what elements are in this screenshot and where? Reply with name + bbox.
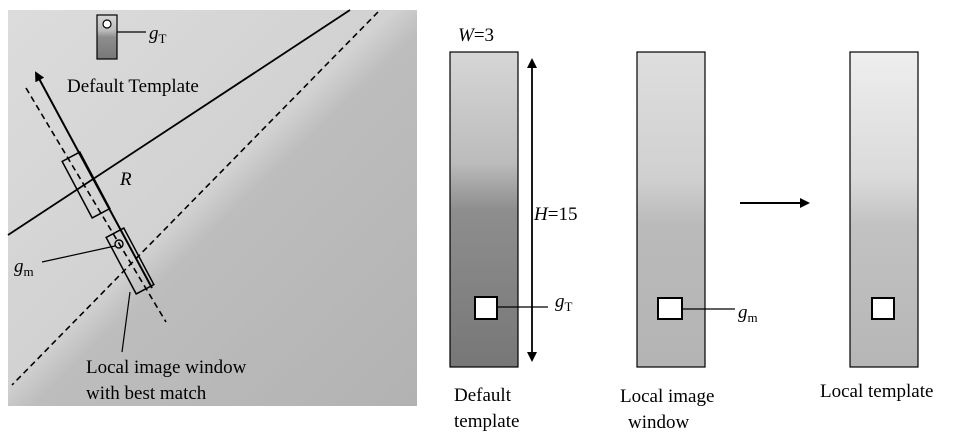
subscript: m [24, 264, 34, 279]
symbol: g [555, 291, 565, 312]
image [8, 10, 417, 406]
value: =3 [474, 25, 494, 46]
strip-caption: Local template [820, 381, 933, 402]
range-label: R [119, 169, 132, 190]
point-label: gT [555, 291, 573, 314]
subscript: T [159, 31, 167, 46]
template-point [103, 20, 111, 28]
strip-caption: Default [454, 385, 512, 406]
subscript: T [565, 299, 573, 314]
window-caption: Local image window [86, 357, 247, 378]
template-caption: Default Template [67, 76, 199, 97]
symbol: g [149, 23, 159, 44]
point-box [475, 297, 497, 319]
strip-caption: template [454, 411, 519, 432]
height-label: H=15 [533, 204, 577, 225]
symbol: H [533, 204, 549, 225]
point-box [658, 298, 682, 319]
symbol: g [14, 256, 24, 277]
figure: gT Default Template R gm Local image win… [0, 0, 967, 433]
width-label: W=3 [458, 25, 494, 46]
strips: W=3 H=15 gT Default template gm Local im… [450, 25, 933, 433]
window-caption: with best match [86, 383, 207, 404]
strip-caption: window [628, 412, 690, 433]
value: =15 [548, 204, 578, 225]
point-box [872, 298, 894, 319]
strip-caption: Local image [620, 386, 714, 407]
symbol: g [738, 302, 748, 323]
point-label: gm [738, 302, 758, 325]
subscript: m [748, 310, 758, 325]
left-panel: gT Default Template R gm Local image win… [8, 10, 417, 406]
